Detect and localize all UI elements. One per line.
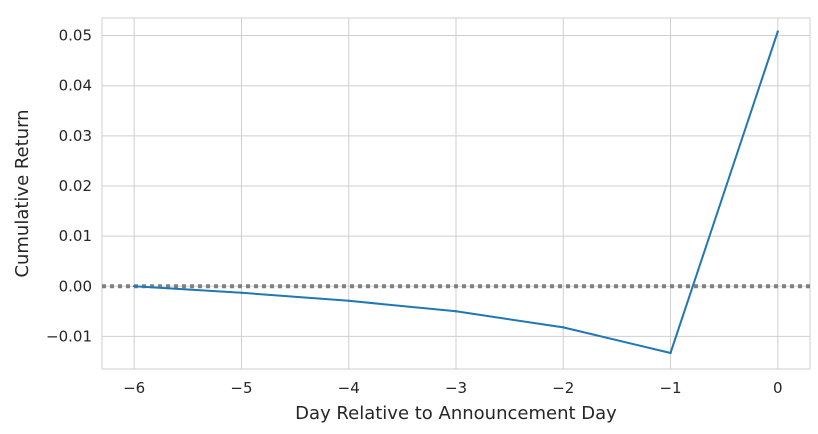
x-tick-label: −4 [338,379,360,397]
data-point [240,291,243,294]
data-point [776,30,780,33]
series [132,30,780,355]
data-point [347,299,350,303]
y-axis-title: Cumulative Return [12,109,33,277]
data-point [132,285,136,288]
data-point [669,351,672,355]
y-tick-label: 0.01 [59,227,92,245]
x-tick-label: 0 [773,379,783,397]
data-point [454,310,458,313]
plot-frame [101,17,811,370]
y-tick-label: 0.00 [59,277,92,295]
y-tick-label: 0.02 [59,177,92,195]
x-axis-title: Day Relative to Announcement Day [295,403,617,424]
y-tick-label: 0.04 [59,77,92,95]
grid [102,18,810,369]
y-axis-ticks: −0.01 0.00 0.01 0.02 0.03 0.04 0.05 [46,27,92,346]
y-tick-label: 0.03 [59,127,92,145]
x-tick-label: −5 [230,379,252,397]
x-tick-label: −1 [659,379,681,397]
y-tick-label: −0.01 [46,327,92,345]
y-tick-label: 0.05 [59,27,92,45]
x-axis-ticks: −6 −5 −4 −3 −2 −1 0 [123,379,782,397]
x-tick-label: −3 [445,379,467,397]
x-tick-label: −6 [123,379,145,397]
x-tick-label: −2 [552,379,574,397]
data-point [562,326,565,329]
